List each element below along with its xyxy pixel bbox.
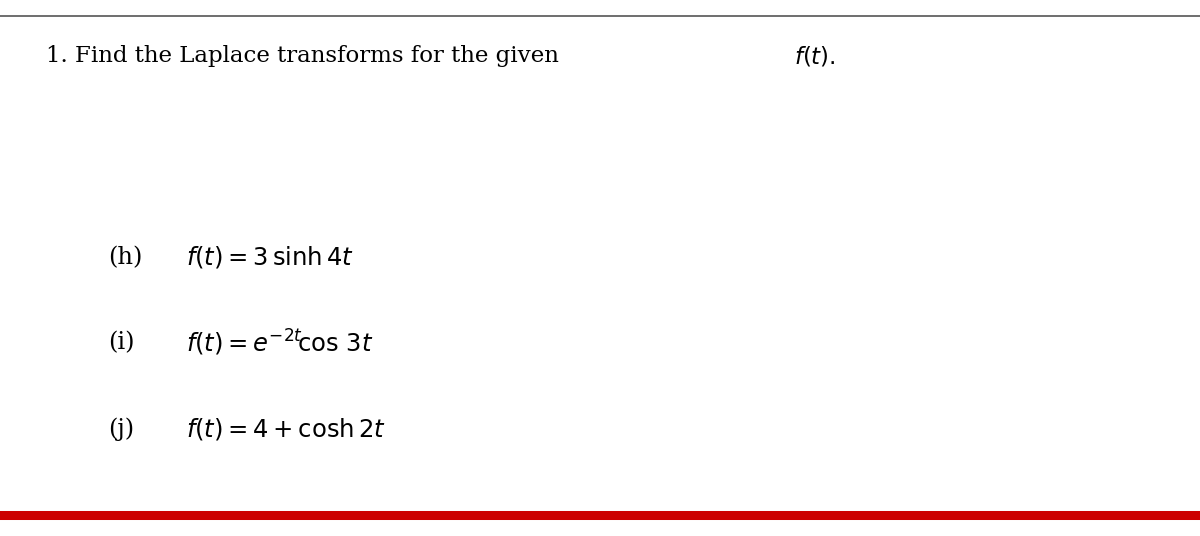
Text: $f(t).$: $f(t).$ [794, 44, 836, 68]
Text: $f(t) = 3\,\sinh 4t$: $f(t) = 3\,\sinh 4t$ [186, 244, 354, 270]
Text: $f(t) = 4 + \cosh 2t$: $f(t) = 4 + \cosh 2t$ [186, 416, 385, 442]
Text: 1. Find the Laplace transforms for the given: 1. Find the Laplace transforms for the g… [46, 45, 565, 68]
Text: (i): (i) [108, 332, 134, 354]
Text: (h): (h) [108, 246, 143, 269]
Text: $f(t) = e^{-2t}\!\cos\,3t$: $f(t) = e^{-2t}\!\cos\,3t$ [186, 328, 373, 358]
Text: (j): (j) [108, 417, 134, 441]
